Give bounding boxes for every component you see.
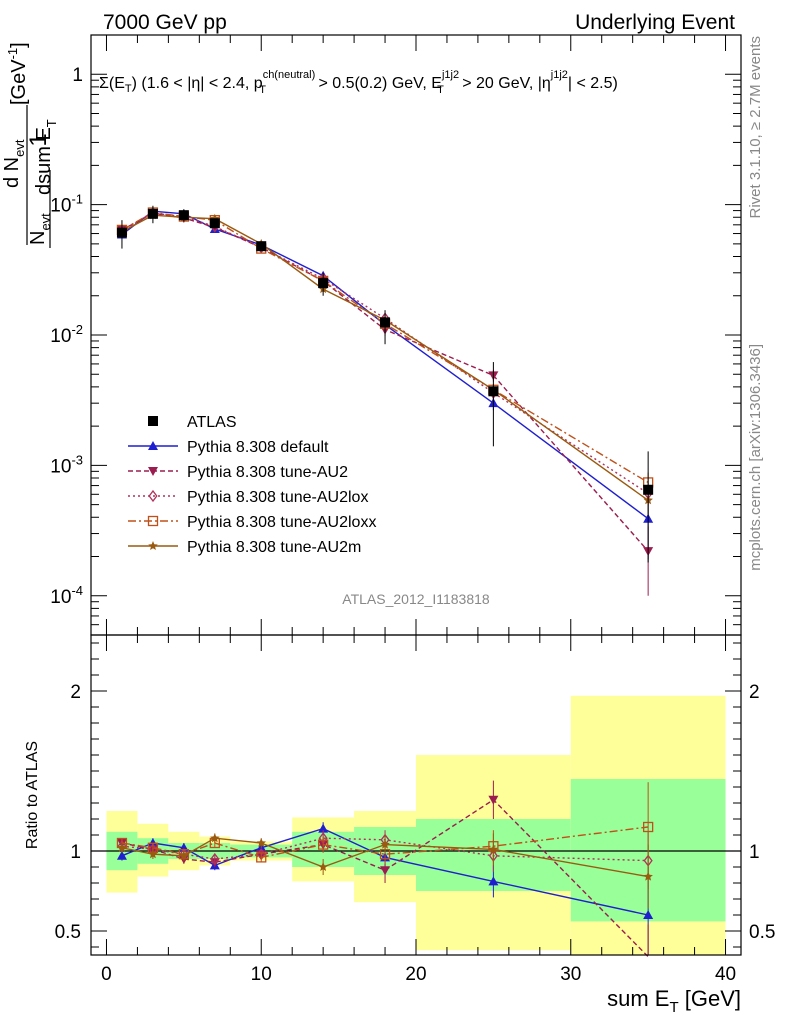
legend-label: Pythia 8.308 tune-AU2loxx — [187, 514, 376, 531]
ylabel-text: Nevt — [27, 213, 53, 245]
atlas-point — [488, 386, 499, 397]
ratio-point — [179, 850, 189, 860]
atlas-point — [643, 484, 654, 495]
legend-entry: ATLAS — [148, 414, 237, 431]
ratio-point — [643, 910, 654, 919]
ratio-y-tick-label-right: 0.5 — [749, 922, 775, 943]
atlas-point — [147, 208, 158, 219]
header-right: Underlying Event — [575, 11, 735, 34]
ratio-y-tick-label: 2 — [70, 682, 81, 703]
legend-label: Pythia 8.308 tune-AU2 — [187, 464, 348, 481]
x-tick-label: 20 — [405, 964, 426, 985]
ratio-point — [147, 838, 158, 847]
legend-label: Pythia 8.308 tune-AU2m — [187, 539, 361, 556]
ratio-point — [643, 871, 653, 881]
legend-entry: Pythia 8.308 tune-AU2lox — [128, 489, 368, 506]
atlas-point — [116, 227, 127, 238]
ratio-point — [256, 852, 267, 863]
ratio-point — [256, 838, 266, 847]
y-tick-label: 10-3 — [50, 452, 83, 477]
ratio-point — [488, 844, 499, 854]
main-data-points — [116, 205, 654, 563]
legend-entry: Pythia 8.308 default — [128, 439, 329, 456]
legend-marker — [148, 467, 158, 476]
legend: ATLAS Pythia 8.308 default Pythia 8.308 tu… — [128, 414, 376, 556]
main-ylabel: 1 — [25, 133, 52, 248]
ratio-series-4 — [117, 833, 653, 909]
x-tick-label: 0 — [101, 964, 112, 985]
legend-label: Pythia 8.308 tune-AU2lox — [187, 489, 368, 506]
atlas-point — [256, 241, 267, 252]
ratio-panel: 0.5 0.51 12 20 10 20 30 40 Ratio to ATLAS sum E… — [24, 634, 775, 1016]
main-series — [116, 206, 654, 596]
ratio-point — [317, 839, 329, 850]
ratio-y-tick-label: 1 — [70, 842, 81, 863]
series-line — [121, 214, 649, 501]
legend-marker — [147, 515, 159, 527]
legend-entry: Pythia 8.308 tune-AU2loxx — [128, 514, 376, 531]
main-panel: 1 10-1 10-2 10-3 10-4 Σ(ET) (1.6 < |η| < 2.4… — [1, 34, 742, 636]
ratio-ylabel: Ratio to ATLAS — [24, 741, 41, 849]
ylabel-denominator: dsum ET — [33, 119, 59, 195]
ratio-point — [380, 866, 391, 876]
ratio-point — [210, 852, 220, 866]
mcplots-note: mcplots.cern.ch [arXiv:1306.3436] — [747, 344, 764, 571]
x-tick-label: 10 — [251, 964, 272, 985]
y-tick-label: 10-4 — [50, 583, 83, 608]
ratio-y-tick-label-right: 2 — [749, 682, 760, 703]
legend-marker — [148, 416, 158, 426]
ratio-point — [116, 850, 127, 860]
legend-marker — [148, 489, 158, 503]
ylabel-unit: [GeV-1] — [5, 42, 30, 105]
rivet-note: Rivet 3.1.10, ≥ 2.7M events — [747, 36, 764, 219]
main-title: Σ(ET) (1.6 < |η| < 2.4, pch(neutral) T > … — [99, 69, 618, 96]
atlas-point — [380, 317, 391, 328]
ratio-series — [116, 780, 654, 958]
legend-marker — [148, 441, 158, 450]
x-tick-label: 30 — [560, 964, 581, 985]
ratio-y-tick-label-right: 1 — [749, 842, 760, 863]
atlas-point — [209, 218, 220, 229]
ratio-point — [318, 823, 329, 833]
ratio-point — [318, 862, 328, 871]
y-tick-label: 10-1 — [50, 192, 83, 217]
watermark: ATLAS_2012_I1183818 — [342, 591, 490, 607]
ylabel-numerator: d Nevt — [1, 139, 27, 188]
ratio-y-tick-label: 0.5 — [55, 922, 81, 943]
ratio-ticks: 0.5 0.51 12 20 10 20 30 40 — [55, 635, 775, 985]
atlas-point — [318, 278, 329, 289]
y-tick-label: 1 — [72, 65, 83, 86]
ratio-point — [210, 833, 220, 843]
series-0 — [116, 206, 654, 560]
ratio-line — [121, 798, 649, 958]
legend-label: ATLAS — [187, 414, 237, 431]
atlas-point — [178, 210, 189, 221]
series-line — [121, 212, 649, 552]
ratio-xlabel: sum ET [GeV] — [607, 986, 741, 1016]
legend-label: Pythia 8.308 default — [187, 439, 329, 456]
ratio-point — [380, 839, 390, 849]
ratio-bands — [106, 695, 726, 955]
x-tick-label: 40 — [715, 964, 736, 985]
ratio-point — [488, 795, 499, 805]
legend-entry: Pythia 8.308 tune-AU2m — [128, 539, 361, 556]
y-tick-label: 10-2 — [50, 322, 83, 347]
ratio-point — [488, 876, 499, 886]
svg-text:1: 1 — [25, 133, 52, 146]
ratio-point — [117, 842, 127, 852]
legend-entry: Pythia 8.308 tune-AU2 — [128, 464, 348, 481]
series-1 — [116, 209, 654, 596]
ratio-point — [642, 821, 654, 833]
legend-marker — [148, 541, 158, 550]
ratio-point — [148, 849, 158, 859]
main-ticks: 1 10-1 10-2 10-3 10-4 — [50, 34, 741, 636]
header-left: 7000 GeV pp — [103, 11, 227, 34]
